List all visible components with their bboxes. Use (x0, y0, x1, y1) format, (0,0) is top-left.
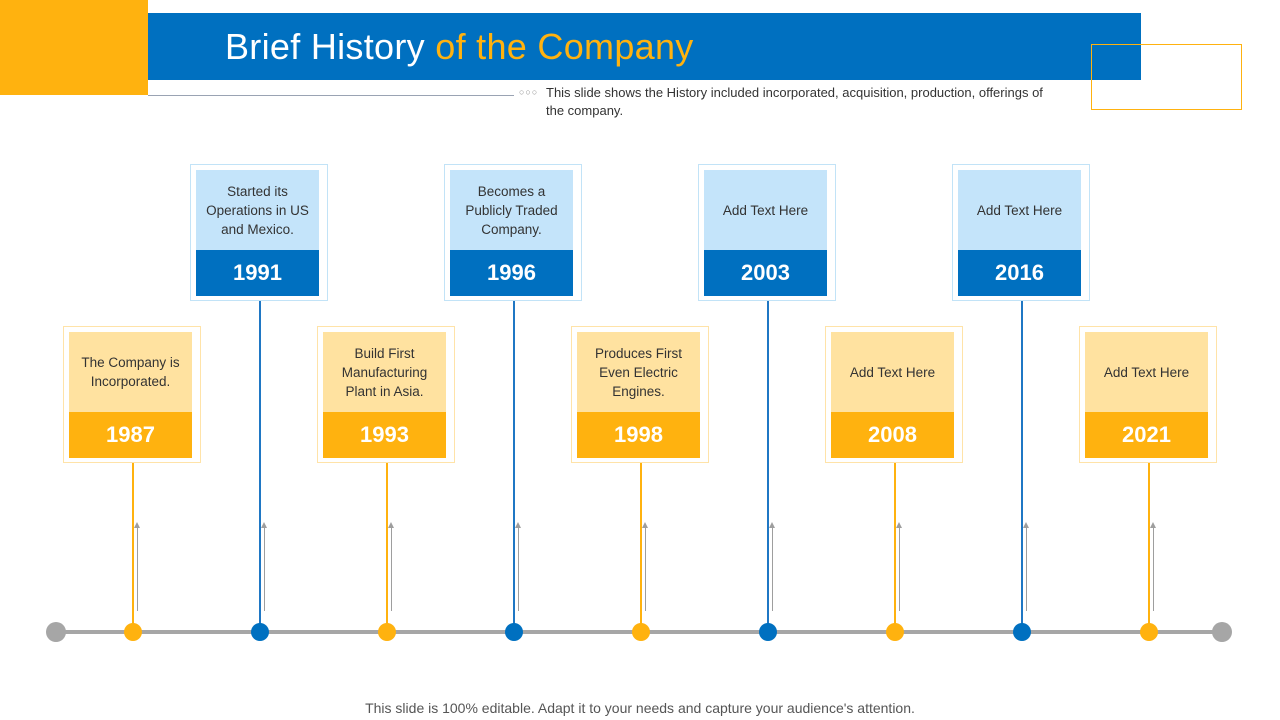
timeline-card-1991: Started its Operations in US and Mexico.… (190, 164, 328, 301)
timeline-dot-2021 (1140, 623, 1158, 641)
up-arrow-icon (769, 522, 775, 611)
title-accent: of the Company (435, 26, 694, 67)
card-year: 1987 (69, 412, 192, 458)
up-arrow-icon (388, 522, 394, 611)
card-text: Add Text Here (958, 170, 1081, 250)
axis-start-dot (46, 622, 66, 642)
connector-line-1996 (513, 301, 515, 630)
connector-line-2008 (894, 463, 896, 630)
card-text: Build First Manufacturing Plant in Asia. (323, 332, 446, 412)
axis-end-dot (1212, 622, 1232, 642)
connector-line-1993 (386, 463, 388, 630)
connector-line-1991 (259, 301, 261, 630)
corner-accent-block (0, 0, 148, 95)
timeline-card-2003: Add Text Here 2003 (698, 164, 836, 301)
timeline-dot-1996 (505, 623, 523, 641)
timeline-card-1996: Becomes a Publicly Traded Company. 1996 (444, 164, 582, 301)
footer-note: This slide is 100% editable. Adapt it to… (365, 700, 915, 716)
connector-line-1998 (640, 463, 642, 630)
card-year: 1993 (323, 412, 446, 458)
card-year: 2016 (958, 250, 1081, 296)
card-year: 2008 (831, 412, 954, 458)
timeline-dot-2016 (1013, 623, 1031, 641)
timeline-dot-2003 (759, 623, 777, 641)
card-year: 1998 (577, 412, 700, 458)
title-main: Brief History (225, 26, 425, 67)
timeline-card-2021: Add Text Here 2021 (1079, 326, 1217, 463)
decorative-outline-box (1091, 44, 1242, 110)
timeline-card-1993: Build First Manufacturing Plant in Asia.… (317, 326, 455, 463)
card-text: The Company is Incorporated. (69, 332, 192, 412)
card-year: 1991 (196, 250, 319, 296)
subtitle-text: This slide shows the History included in… (546, 85, 1043, 118)
connector-line-2016 (1021, 301, 1023, 630)
timeline-dot-1993 (378, 623, 396, 641)
timeline-card-1987: The Company is Incorporated. 1987 (63, 326, 201, 463)
up-arrow-icon (642, 522, 648, 611)
connector-line-2003 (767, 301, 769, 630)
timeline-dot-1991 (251, 623, 269, 641)
up-arrow-icon (134, 522, 140, 611)
timeline-card-1998: Produces First Even Electric Engines. 19… (571, 326, 709, 463)
timeline-dot-1987 (124, 623, 142, 641)
up-arrow-icon (261, 522, 267, 611)
card-text: Add Text Here (1085, 332, 1208, 412)
timeline-card-2008: Add Text Here 2008 (825, 326, 963, 463)
card-year: 1996 (450, 250, 573, 296)
card-text: Produces First Even Electric Engines. (577, 332, 700, 412)
dots-ornament: ○○○ (519, 87, 539, 97)
up-arrow-icon (896, 522, 902, 611)
card-text: Add Text Here (704, 170, 827, 250)
timeline-card-2016: Add Text Here 2016 (952, 164, 1090, 301)
card-text: Add Text Here (831, 332, 954, 412)
title-bar: Brief History of the Company (148, 13, 1141, 80)
up-arrow-icon (515, 522, 521, 611)
card-text: Becomes a Publicly Traded Company. (450, 170, 573, 250)
connector-line-2021 (1148, 463, 1150, 630)
subtitle-divider (148, 95, 514, 96)
timeline-dot-2008 (886, 623, 904, 641)
timeline-dot-1998 (632, 623, 650, 641)
card-year: 2021 (1085, 412, 1208, 458)
up-arrow-icon (1150, 522, 1156, 611)
card-year: 2003 (704, 250, 827, 296)
card-text: Started its Operations in US and Mexico. (196, 170, 319, 250)
up-arrow-icon (1023, 522, 1029, 611)
connector-line-1987 (132, 463, 134, 630)
page-title: Brief History of the Company (225, 13, 694, 80)
